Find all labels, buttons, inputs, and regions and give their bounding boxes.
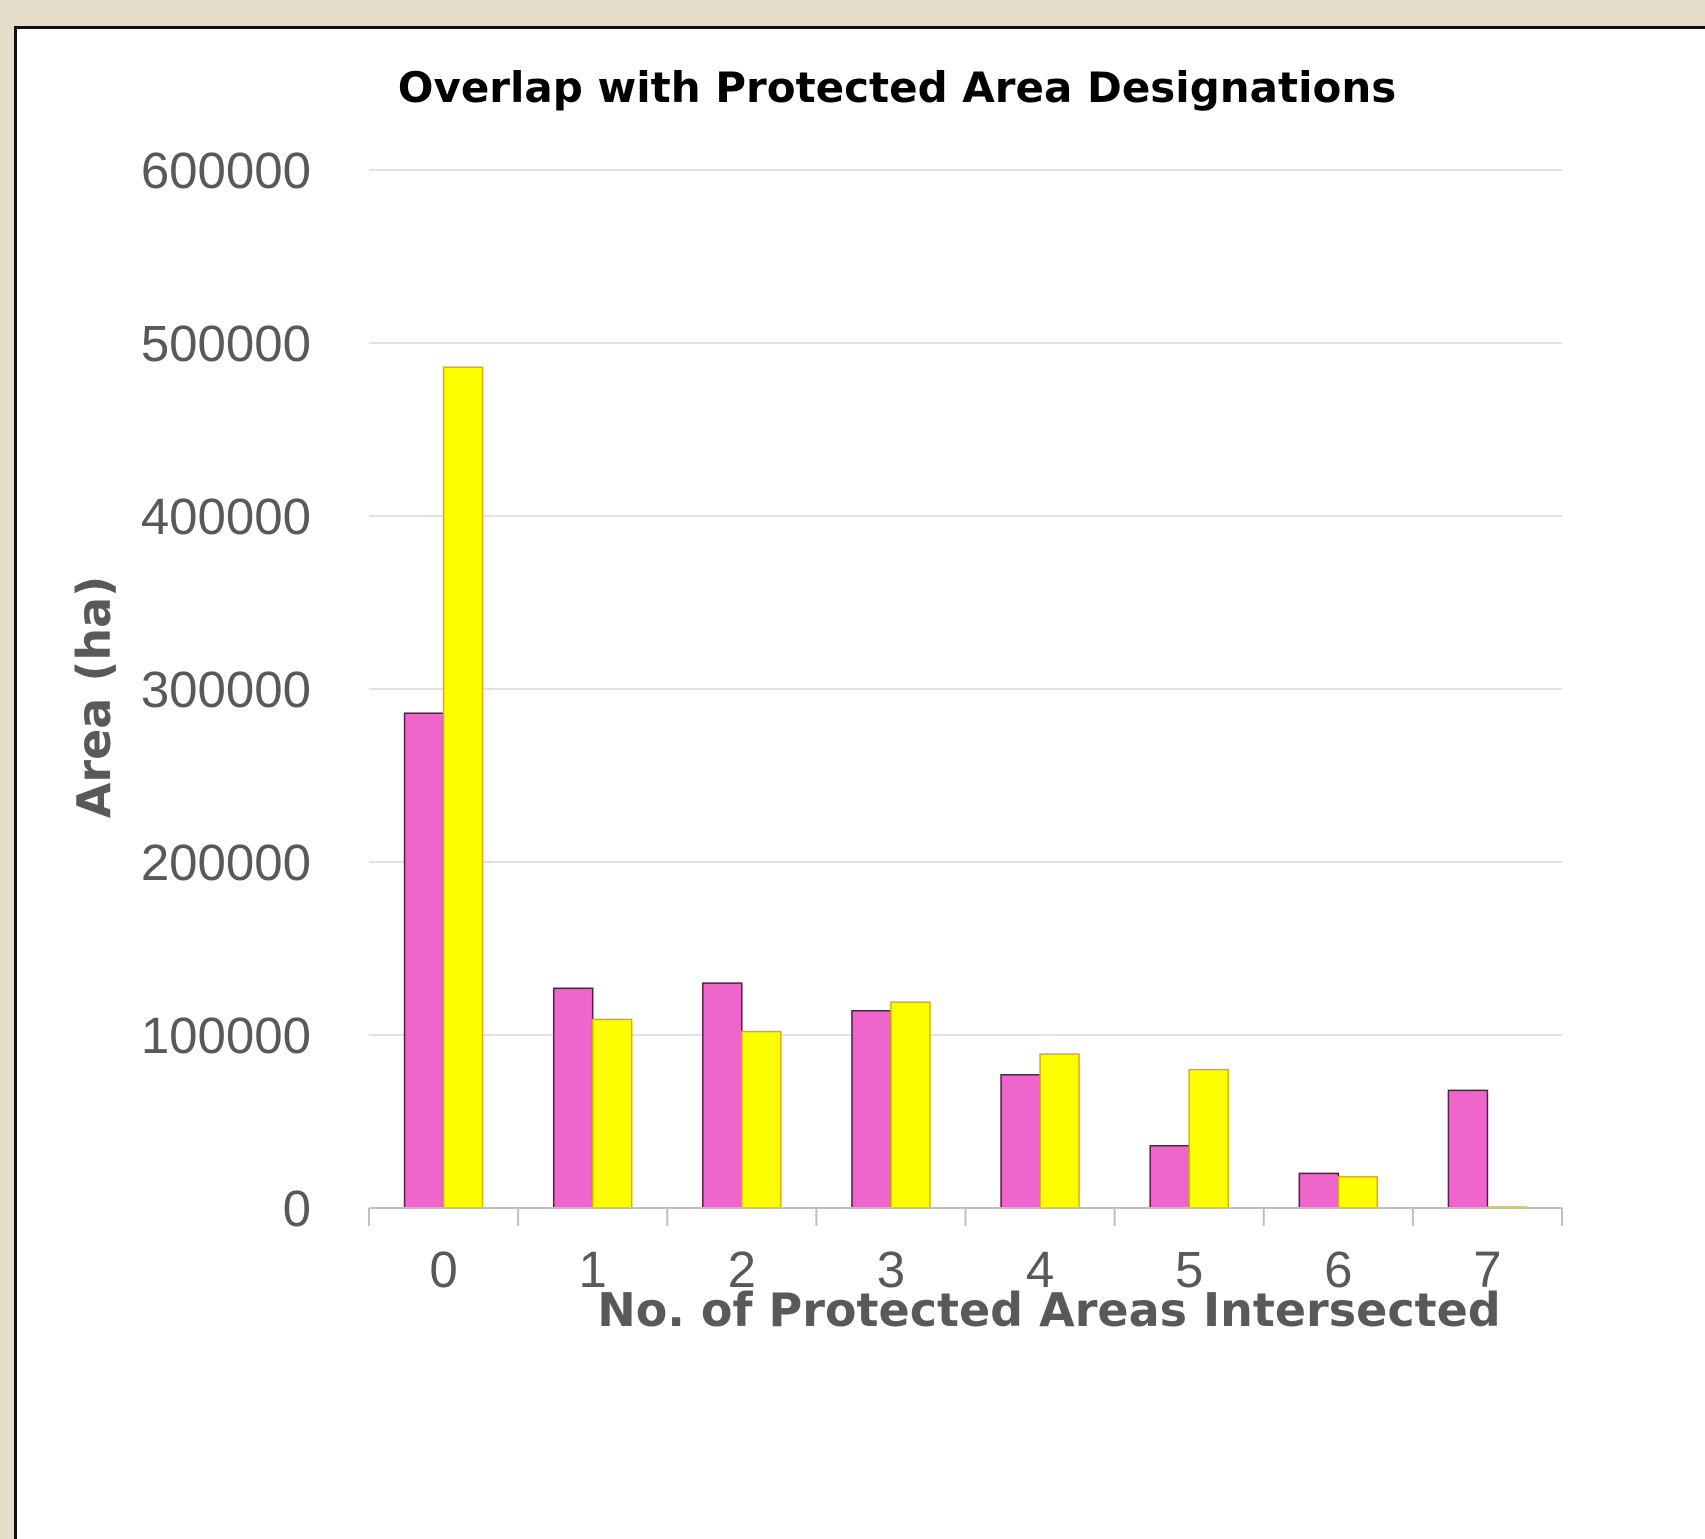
x-tick-label: 2 [728, 1241, 756, 1298]
bar-series-1-category-4 [1000, 1074, 1041, 1209]
chart-title: Overlap with Protected Area Designations [398, 63, 1397, 112]
bar-series-1-category-7 [1447, 1089, 1489, 1209]
y-axis-tick-labels: 0 100000 200000 300000 400000 500000 600000 [141, 142, 311, 1237]
chart-panel: Overlap with Protected Area Designations… [14, 26, 1705, 1539]
x-tick-label: 0 [429, 1241, 457, 1298]
gridlines [369, 169, 1562, 1036]
x-axis [368, 1207, 1563, 1226]
bar-chart: Overlap with Protected Area Designations… [67, 63, 1563, 1337]
bar-series-1-category-5 [1149, 1144, 1190, 1209]
x-tick-label: 4 [1026, 1241, 1054, 1298]
bar-series-1-category-6 [1298, 1172, 1340, 1209]
x-tick-label: 7 [1473, 1241, 1501, 1298]
x-tick-label: 5 [1175, 1241, 1203, 1298]
bar-series-1-category-0 [403, 712, 445, 1209]
y-tick-label: 600000 [141, 142, 311, 199]
bar-series-2-category-2 [741, 1030, 782, 1209]
bar-series-2-category-4 [1039, 1053, 1080, 1209]
x-tick-label: 3 [877, 1241, 905, 1298]
bar-series-2-category-3 [890, 1001, 931, 1209]
x-axis-tick-labels: 0 1 2 3 4 5 6 7 [429, 1241, 1501, 1298]
x-tick-label: 1 [579, 1241, 607, 1298]
bar-series-1-category-1 [552, 987, 594, 1209]
x-tick-label: 6 [1324, 1241, 1352, 1298]
bar-series-2-category-5 [1188, 1068, 1229, 1209]
bar-series-2-category-1 [591, 1018, 633, 1209]
bar-series-1-category-2 [702, 982, 743, 1209]
bar-series-2-category-6 [1337, 1176, 1379, 1209]
y-tick-label: 200000 [141, 834, 311, 891]
y-tick-label: 500000 [141, 315, 311, 372]
y-tick-label: 100000 [141, 1007, 311, 1064]
y-tick-label: 400000 [141, 488, 311, 545]
bar-series-2-category-0 [442, 366, 484, 1209]
y-tick-label: 300000 [141, 661, 311, 718]
x-axis-title: No. of Protected Areas Intersected [597, 1283, 1500, 1337]
bars [403, 366, 1528, 1209]
bar-series-1-category-3 [851, 1010, 892, 1209]
y-tick-label: 0 [283, 1180, 311, 1237]
y-axis-title: Area (ha) [67, 576, 121, 818]
